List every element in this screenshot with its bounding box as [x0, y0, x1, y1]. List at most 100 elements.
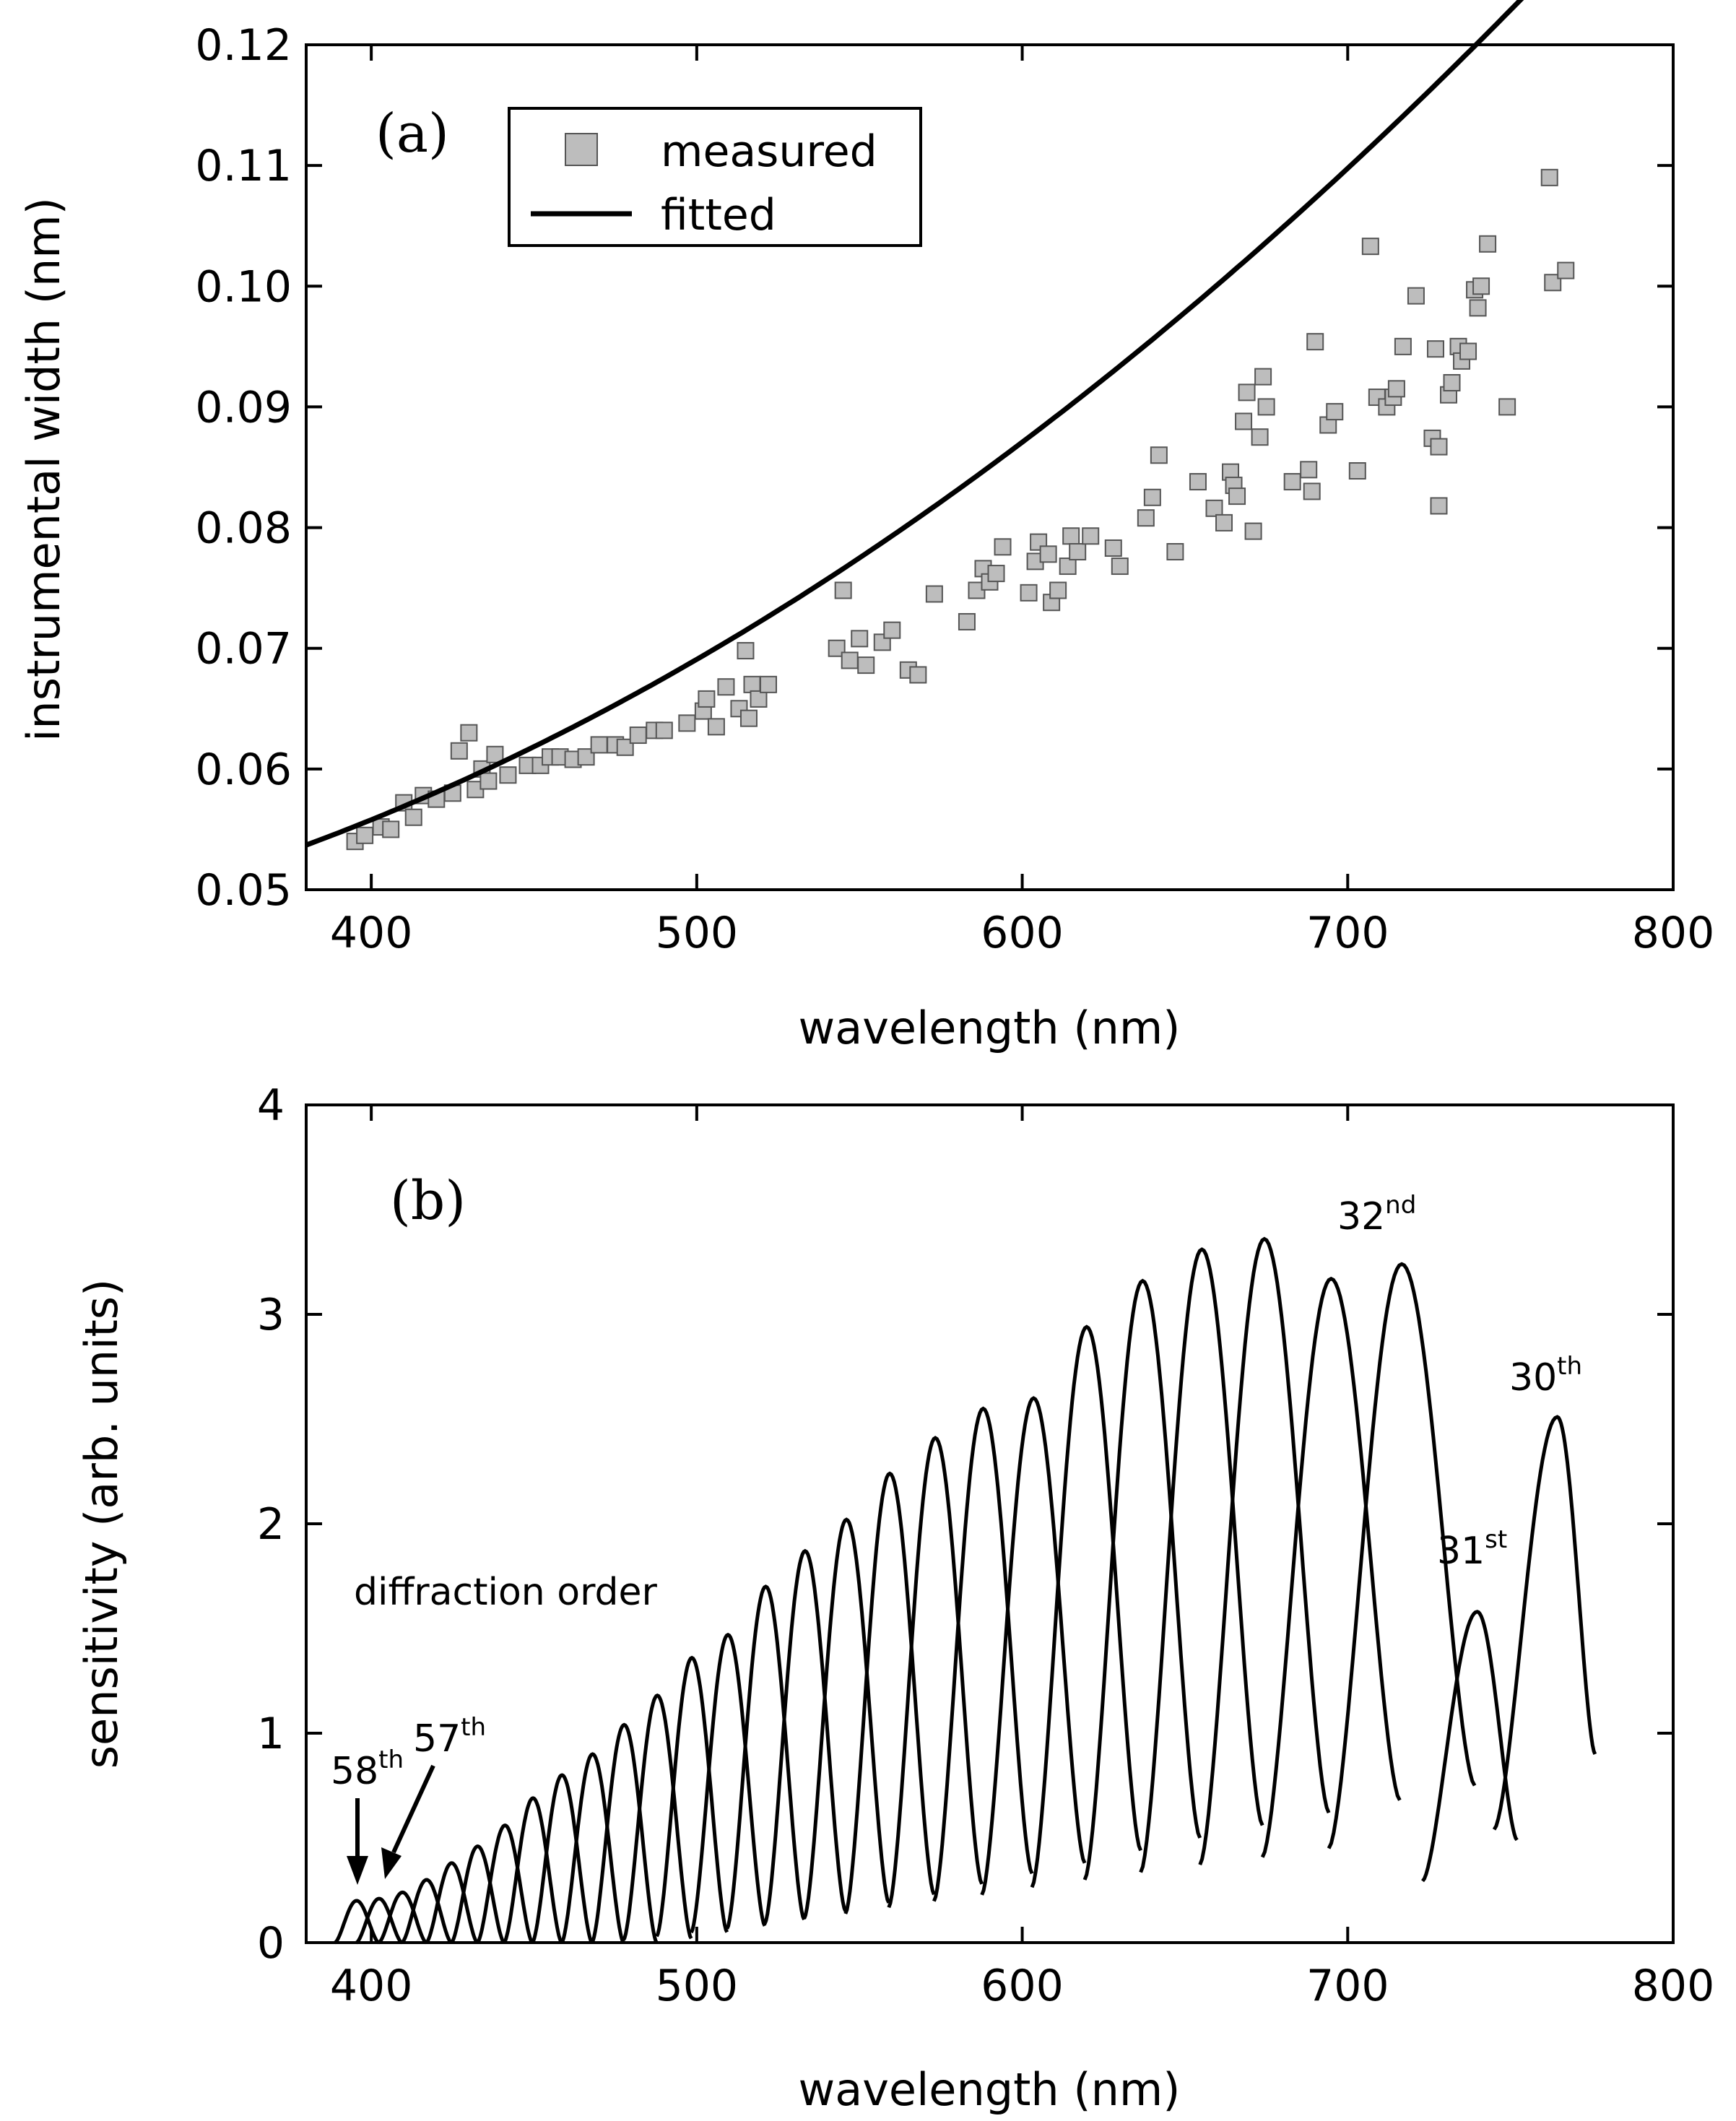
measured-point — [987, 565, 1005, 583]
a-x-tick-labels: 400 500 600 700 800 — [330, 908, 1714, 958]
measured-point — [1238, 383, 1256, 402]
a-y-tick-label: 0.10 — [195, 261, 292, 312]
measured-point — [1394, 337, 1412, 355]
a-x-axis-title: wavelength (nm) — [799, 1002, 1181, 1054]
order-curve-42 — [802, 1517, 891, 1920]
order-curve-31 — [1421, 1610, 1519, 1883]
a-y-tick-label: 0.06 — [195, 745, 292, 795]
order-curve-53 — [450, 1844, 505, 1944]
a-x-tick-label: 500 — [656, 908, 739, 958]
b-x-axis-title: wavelength (nm) — [799, 2063, 1181, 2116]
measured-point — [750, 690, 768, 708]
b-y-tick-label: 1 — [257, 1709, 285, 1759]
order-curve-58 — [334, 1899, 380, 1945]
order-31-label: 31st — [1437, 1525, 1507, 1573]
measured-point — [1498, 398, 1516, 416]
measured-point — [577, 748, 595, 766]
b-x-tick-label: 700 — [1306, 1961, 1389, 2011]
order-curve-43 — [763, 1548, 848, 1925]
order-58-arrow — [347, 1798, 368, 1885]
measured-point — [1082, 527, 1100, 545]
b-y-tick-label: 3 — [257, 1290, 285, 1340]
a-x-tick-label: 400 — [330, 908, 413, 958]
b-ticks — [306, 1103, 1675, 1944]
measured-point — [1137, 509, 1155, 527]
panel-b-sensitivity-chart: 0 1 2 3 4 400 500 600 700 800 (b) diffraction or… — [75, 1080, 1714, 2116]
measured-point — [356, 826, 374, 844]
order-30-label: 30th — [1509, 1352, 1582, 1400]
b-y-tick-label: 4 — [257, 1080, 285, 1131]
measured-point — [1407, 287, 1425, 305]
measured-point — [1228, 487, 1246, 506]
measured-point — [1244, 522, 1262, 540]
legend-measured-label: measured — [661, 126, 877, 177]
diffraction-order-label: diffraction order — [354, 1571, 658, 1614]
order-32-label: 32nd — [1337, 1191, 1416, 1239]
measured-point — [1283, 473, 1301, 491]
a-measured-points — [346, 168, 1575, 851]
measured-point — [1469, 299, 1487, 317]
measured-point — [678, 714, 696, 732]
measured-point — [616, 738, 634, 756]
a-legend-box — [508, 107, 922, 247]
measured-point — [841, 651, 859, 669]
measured-point — [851, 630, 869, 648]
measured-point — [1215, 513, 1233, 532]
a-y-tick-labels: 0.05 0.06 0.07 0.08 0.09 0.10 0.11 0.12 — [195, 20, 292, 916]
measured-point — [1251, 428, 1269, 446]
measured-point — [1387, 380, 1405, 398]
measured-point — [1544, 274, 1562, 292]
b-x-tick-label: 800 — [1632, 1961, 1715, 2011]
measured-point — [1306, 333, 1324, 351]
measured-point — [834, 581, 852, 599]
measured-point — [707, 718, 725, 736]
legend-fitted-label: fitted — [661, 190, 776, 240]
measured-point — [1326, 403, 1344, 421]
measured-point — [743, 675, 761, 693]
measured-point — [1257, 398, 1275, 416]
order-curve-33 — [1260, 1276, 1402, 1858]
a-fitted-curve — [305, 0, 1524, 848]
measured-point — [828, 639, 846, 657]
measured-point — [1443, 374, 1461, 391]
measured-point — [1459, 342, 1477, 360]
order-curve-56 — [378, 1890, 428, 1945]
order-curve-57 — [355, 1896, 403, 1945]
measured-point — [1479, 235, 1497, 253]
a-x-tick-label: 800 — [1632, 908, 1715, 958]
order-curve-30 — [1492, 1415, 1597, 1831]
measured-point — [857, 656, 875, 675]
measured-point — [450, 742, 468, 760]
measured-point — [1254, 368, 1272, 386]
measured-point — [1361, 238, 1379, 256]
measured-point — [590, 736, 608, 754]
measured-point — [1150, 446, 1168, 464]
order-curve-54 — [425, 1861, 479, 1944]
order-curve-48 — [590, 1722, 659, 1944]
a-legend: measured fitted — [508, 107, 922, 247]
a-y-tick-label: 0.05 — [195, 865, 292, 916]
order-curve-35 — [1139, 1247, 1264, 1873]
a-y-tick-label: 0.07 — [195, 624, 292, 675]
order-curve-55 — [401, 1878, 453, 1945]
measured-point — [1300, 461, 1318, 479]
b-x-tick-label: 500 — [656, 1961, 739, 2011]
measured-point — [1426, 340, 1444, 358]
a-y-tick-label: 0.11 — [195, 141, 292, 191]
order-curve-34 — [1198, 1236, 1331, 1865]
order-curve-38 — [980, 1396, 1087, 1896]
measured-point — [1020, 584, 1038, 602]
measured-point — [1069, 543, 1087, 560]
measured-point — [1430, 497, 1448, 515]
order-57-arrow — [381, 1764, 435, 1879]
a-x-tick-label: 700 — [1306, 908, 1389, 958]
a-y-tick-label: 0.09 — [195, 382, 292, 433]
order-curve-44 — [725, 1584, 806, 1930]
order-58-label: 58th — [331, 1745, 404, 1793]
order-curve-41 — [843, 1471, 936, 1914]
order-curve-40 — [887, 1436, 984, 1909]
measured-point — [655, 721, 673, 739]
measured-point — [1540, 168, 1558, 186]
order-curve-39 — [932, 1406, 1034, 1902]
